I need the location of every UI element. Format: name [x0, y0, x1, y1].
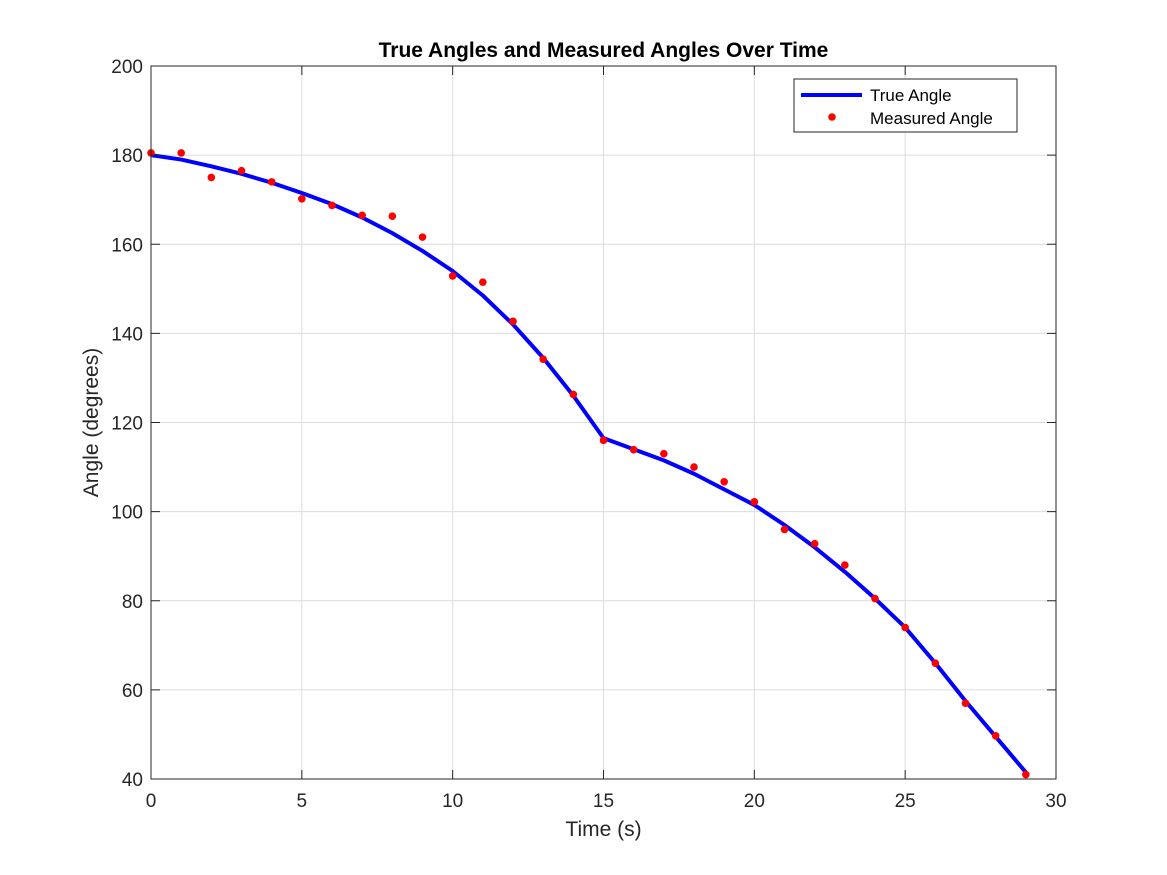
x-tick-label: 20	[744, 791, 765, 812]
measured-angle-point	[871, 594, 879, 603]
x-tick-label: 25	[895, 791, 916, 812]
y-tick-label: 120	[111, 414, 143, 435]
measured-angle-point	[931, 659, 940, 667]
measured-angle-point	[750, 498, 759, 506]
legend-label-measured-angle: Measured Angle	[870, 109, 993, 128]
y-tick-label: 140	[111, 324, 143, 345]
measured-angle-point	[690, 463, 698, 471]
measured-angle-point	[267, 178, 276, 186]
legend-box	[793, 78, 1018, 133]
grid	[150, 65, 1057, 780]
y-axis-label: Angle (degrees)	[80, 348, 103, 497]
x-tick-label: 10	[442, 791, 463, 812]
measured-angle-point	[961, 699, 970, 708]
measured-angle-point	[298, 194, 306, 203]
measured-angle-point	[418, 233, 427, 241]
legend: True Angle Measured Angle	[793, 78, 1018, 133]
measured-angle-point	[569, 390, 578, 399]
measured-angle-point	[177, 149, 185, 157]
x-tick-label: 0	[146, 791, 157, 812]
measured-angle-point	[629, 445, 638, 454]
y-tick-label: 200	[111, 57, 143, 78]
measured-angle-point	[991, 731, 1000, 740]
legend-label-true-angle: True Angle	[870, 86, 952, 105]
measured-angle-point	[448, 272, 457, 280]
measured-angle-point	[479, 278, 487, 286]
measured-angle-point	[660, 449, 668, 458]
axis-ticks: 0 5 10 15 20 25 30 40 60 80 100 120 140 160 180 200	[111, 57, 1066, 812]
y-tick-label: 100	[111, 503, 143, 524]
measured-angle-point	[1022, 770, 1030, 779]
measured-angle-point	[901, 623, 909, 632]
measured-angle-point	[841, 561, 849, 569]
series-layer	[147, 149, 1030, 779]
measured-angle-point	[720, 477, 728, 486]
measured-angle-point	[358, 211, 366, 220]
x-tick-label: 5	[297, 791, 308, 812]
measured-angle-point	[207, 173, 216, 182]
y-tick-label: 60	[122, 681, 143, 702]
measured-angle-point	[328, 201, 336, 210]
measured-angle-point	[810, 539, 819, 548]
y-tick-label: 180	[111, 146, 143, 167]
x-tick-label: 15	[593, 791, 614, 812]
y-tick-label: 40	[122, 770, 143, 791]
y-tick-label: 160	[111, 235, 143, 256]
measured-angle-point	[780, 525, 789, 534]
y-tick-label: 80	[122, 592, 143, 613]
chart-title: True Angles and Measured Angles Over Tim…	[379, 39, 829, 62]
true-angle-line	[150, 153, 1028, 774]
measured-angle-point	[509, 317, 517, 326]
measured-angle-point	[388, 212, 397, 220]
x-axis-label: Time (s)	[565, 818, 641, 841]
measured-angle-point	[599, 436, 608, 445]
measured-angle-point	[539, 355, 547, 364]
x-tick-label: 30	[1045, 791, 1066, 812]
legend-measured-angle-swatch	[828, 113, 836, 121]
measured-angle-point	[237, 166, 246, 175]
